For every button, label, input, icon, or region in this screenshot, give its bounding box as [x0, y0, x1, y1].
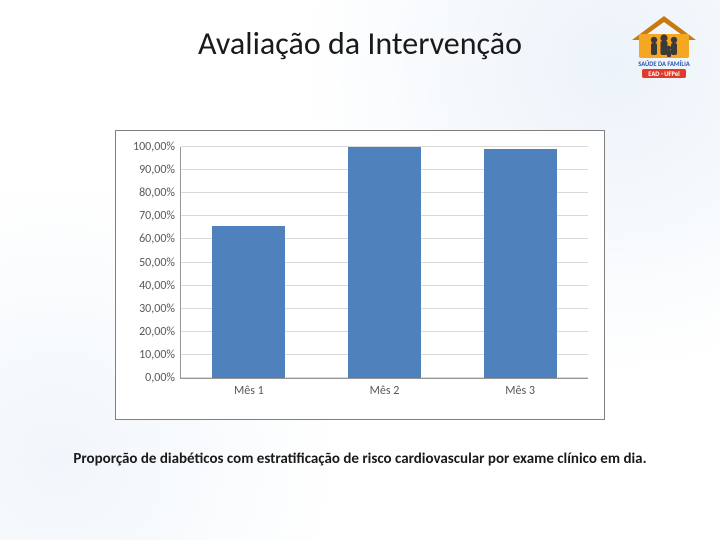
- y-axis-tick-label: 50,00%: [139, 256, 181, 270]
- y-axis-tick-label: 70,00%: [139, 209, 181, 223]
- y-axis-tick-label: 0,00%: [145, 371, 181, 385]
- logo-family-figures: [651, 34, 677, 57]
- brand-logo: SAÚDE DA FAMÍLIA EAD - UFPel: [622, 10, 706, 80]
- y-axis-tick-label: 40,00%: [139, 279, 181, 293]
- page-title: Avaliação da Intervenção: [0, 24, 720, 63]
- bar: [484, 149, 557, 378]
- x-axis-tick-label: Mês 2: [370, 378, 400, 398]
- y-axis-tick-label: 90,00%: [139, 163, 181, 177]
- y-axis-tick-label: 20,00%: [139, 325, 181, 339]
- y-axis-tick-label: 100,00%: [133, 140, 181, 154]
- y-axis-tick-label: 30,00%: [139, 302, 181, 316]
- bar: [212, 226, 285, 378]
- y-axis-tick-label: 80,00%: [139, 186, 181, 200]
- bar: [348, 147, 421, 378]
- plot-area: 0,00%10,00%20,00%30,00%40,00%50,00%60,00…: [180, 147, 588, 379]
- logo-label-bottom: EAD - UFPel: [648, 70, 680, 78]
- house-family-icon: SAÚDE DA FAMÍLIA EAD - UFPel: [622, 10, 706, 80]
- y-axis-tick-label: 10,00%: [139, 348, 181, 362]
- x-axis-tick-label: Mês 3: [505, 378, 535, 398]
- logo-label-top: SAÚDE DA FAMÍLIA: [638, 60, 690, 68]
- bar-chart: 0,00% 10,00% 20,00% 30,00% 40,00% 50,00% 60,00…: [115, 130, 605, 420]
- y-axis-tick-label: 60,00%: [139, 232, 181, 246]
- x-axis-tick-label: Mês 1: [234, 378, 264, 398]
- chart-caption: Proporção de diabéticos com estratificaç…: [60, 450, 660, 469]
